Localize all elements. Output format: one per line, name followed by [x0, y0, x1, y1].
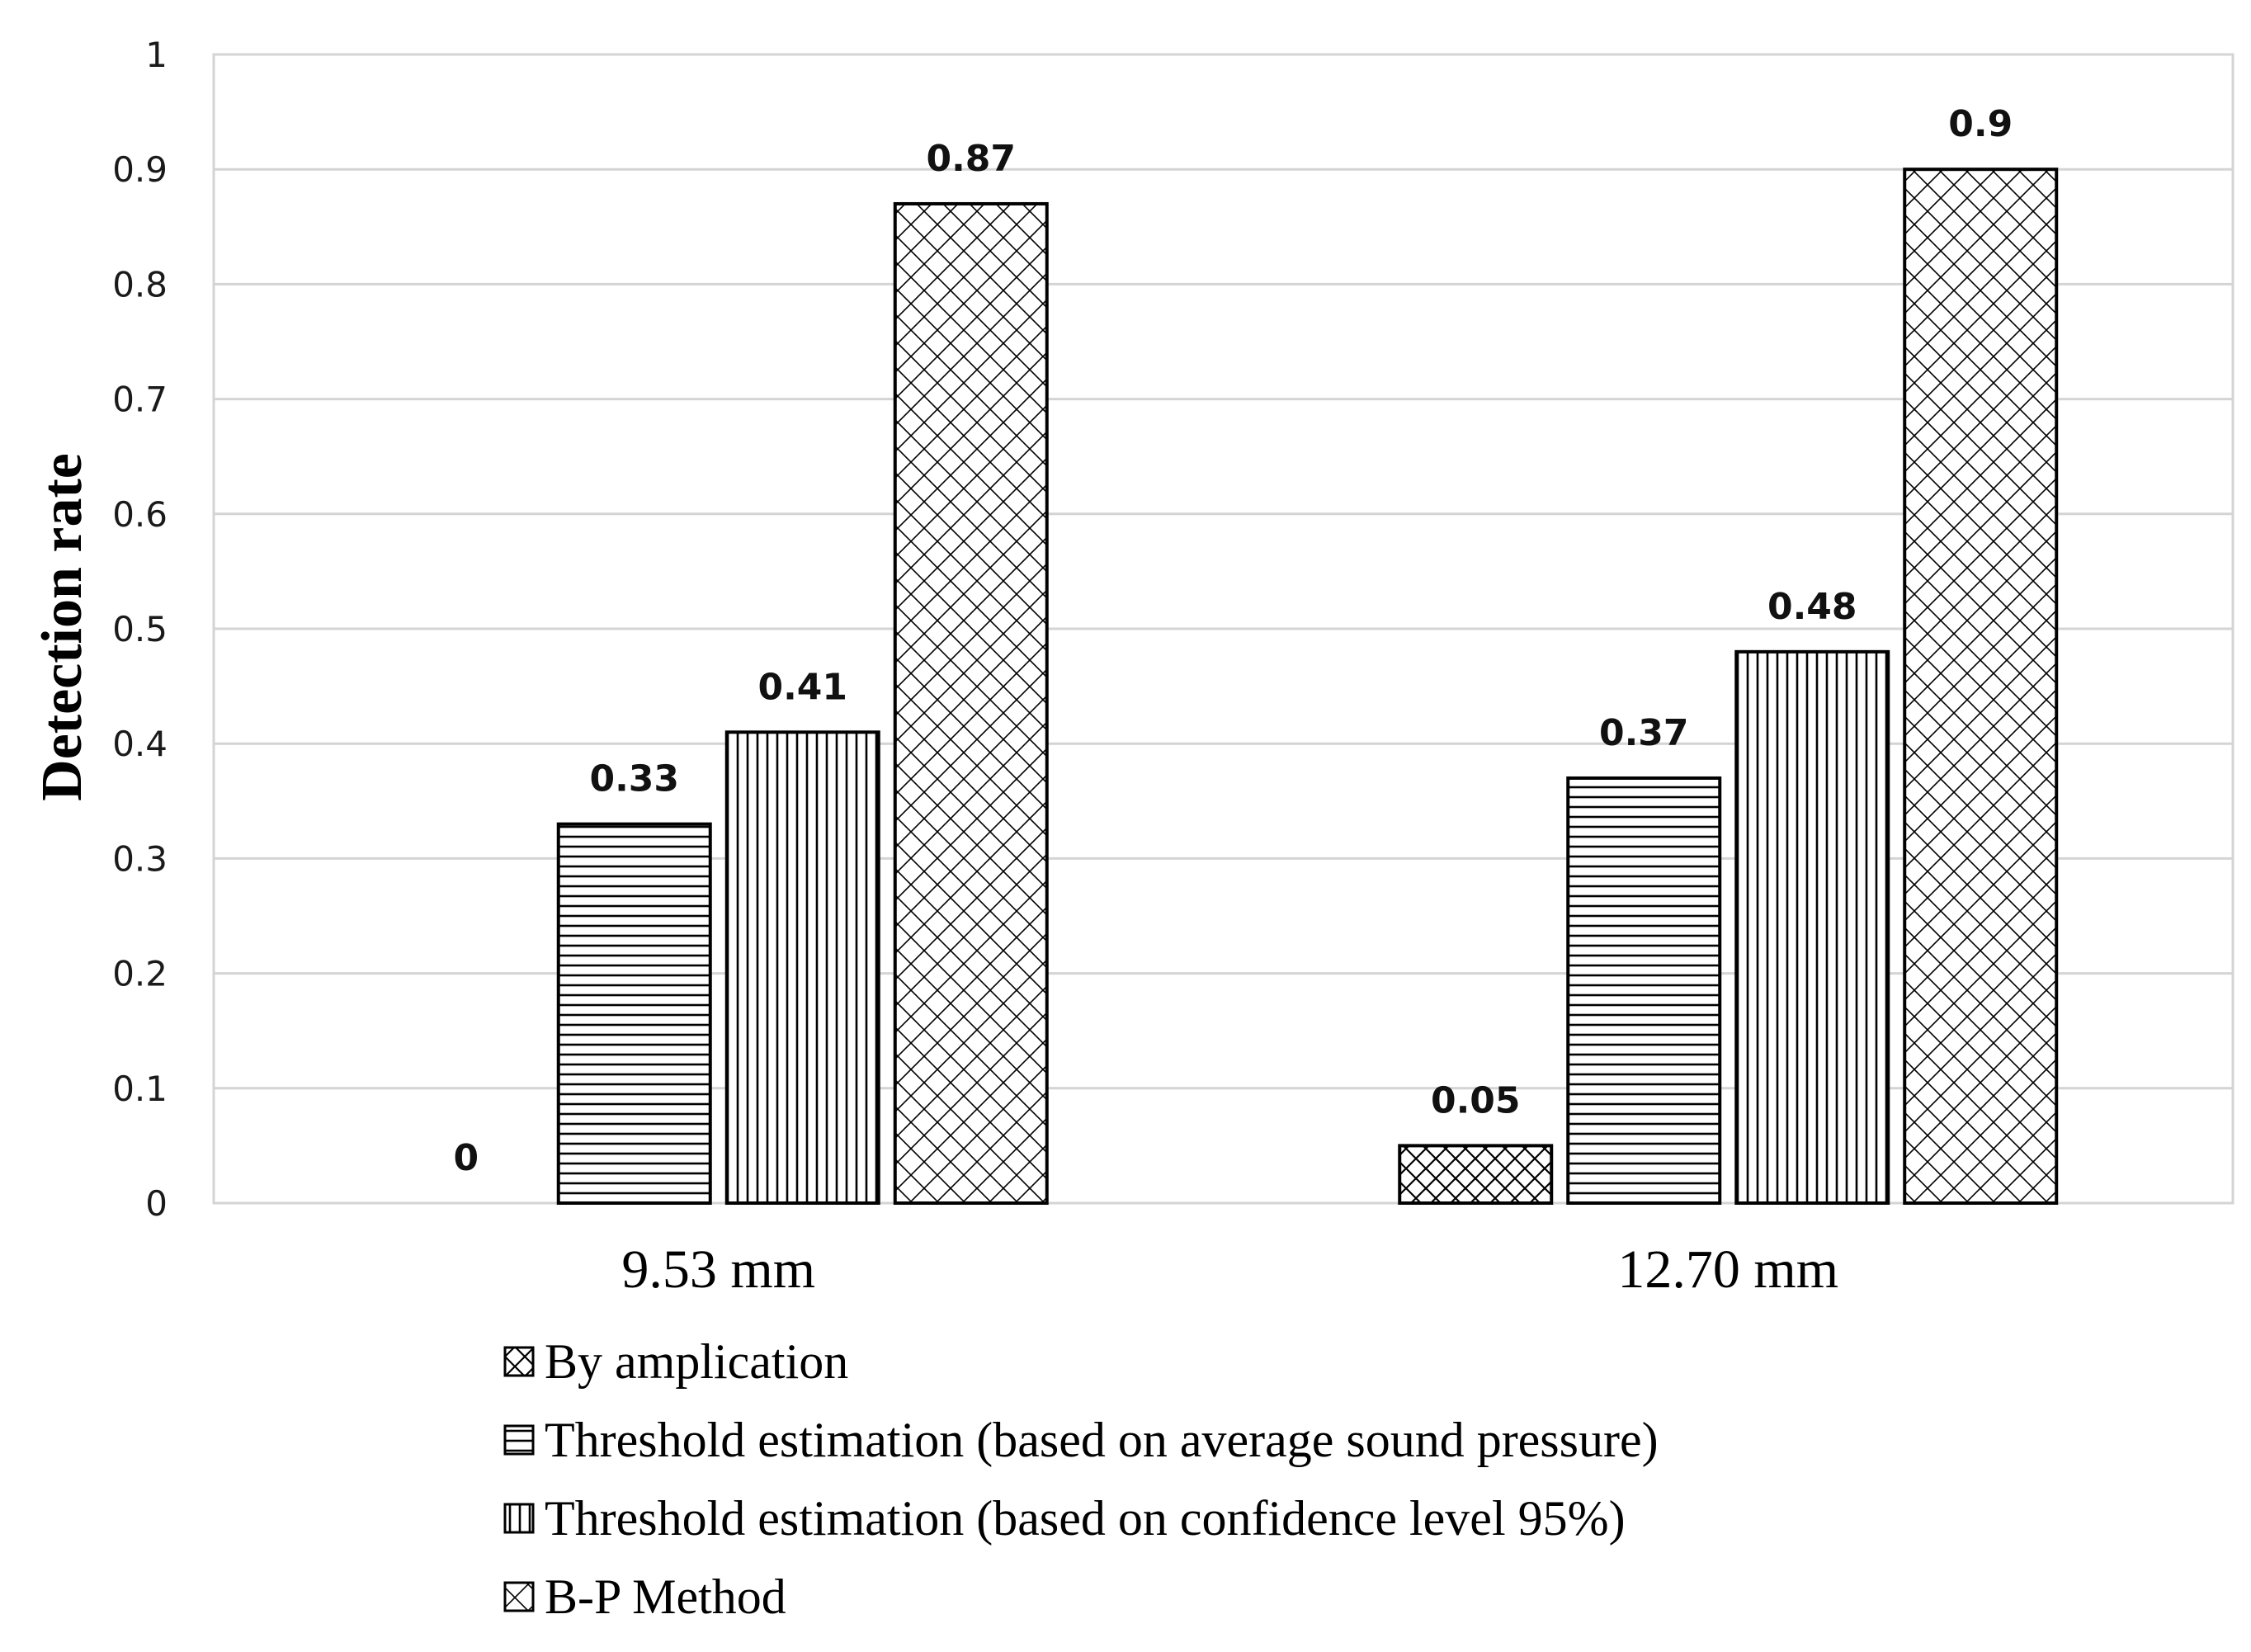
data-label: 0.9: [1948, 103, 2013, 145]
y-tick-label: 0.3: [112, 838, 168, 879]
data-label: 0.37: [1599, 712, 1689, 754]
y-tick-label: 1: [145, 35, 168, 75]
y-tick-label: 0.7: [112, 380, 168, 420]
bars: [556, 168, 2059, 1206]
y-tick-label: 0.9: [112, 149, 168, 190]
y-tick-label: 0.2: [112, 954, 168, 994]
legend-swatch: [503, 1503, 535, 1534]
category-label: 12.70 mm: [1617, 1239, 1838, 1300]
legend-label: Threshold estimation (based on confidenc…: [545, 1491, 1626, 1546]
y-tick-label: 0.4: [112, 724, 168, 764]
bar-1-2: [1398, 1144, 1554, 1206]
y-axis-title: Detection rate: [31, 453, 94, 801]
legend-swatch: [503, 1346, 535, 1377]
category-label: 9.53 mm: [621, 1239, 815, 1300]
x-axis-categories: 9.53 mm 12.70 mm: [621, 1239, 1838, 1300]
bar-2-1: [556, 822, 712, 1205]
legend-label: By amplication: [545, 1334, 848, 1389]
y-tick-label: 0: [145, 1183, 168, 1224]
data-label: 0.87: [926, 138, 1016, 180]
data-label: 0.41: [757, 666, 847, 708]
legend: By amplication Threshold estimation (base…: [503, 1334, 1659, 1624]
bar-3-2: [1734, 649, 1890, 1205]
bar-3-1: [724, 730, 880, 1205]
data-label: 0.33: [589, 758, 679, 800]
data-label: 0: [453, 1137, 479, 1179]
gridlines: [214, 53, 2233, 1205]
data-label: 0.05: [1431, 1079, 1521, 1121]
y-tick-label: 0.5: [112, 609, 168, 649]
y-tick-label: 0.1: [112, 1069, 168, 1109]
data-labels: 0 0.33 0.41 0.87 0.05 0.37 0.48 0.9: [453, 103, 2013, 1179]
legend-swatch: [503, 1424, 535, 1456]
legend-label: B-P Method: [545, 1569, 786, 1624]
y-axis-ticks: 0 0.1 0.2 0.3 0.4 0.5 0.6 0.7 0.8 0.9 1: [112, 35, 168, 1224]
legend-label: Threshold estimation (based on average s…: [545, 1413, 1659, 1467]
legend-swatch: [503, 1581, 535, 1612]
bar-2-2: [1566, 776, 1722, 1205]
data-label: 0.48: [1767, 586, 1857, 628]
y-tick-label: 0.8: [112, 264, 168, 304]
bar-4-1: [893, 201, 1049, 1206]
y-tick-label: 0.6: [112, 494, 168, 535]
bar-4-2: [1903, 168, 2059, 1206]
